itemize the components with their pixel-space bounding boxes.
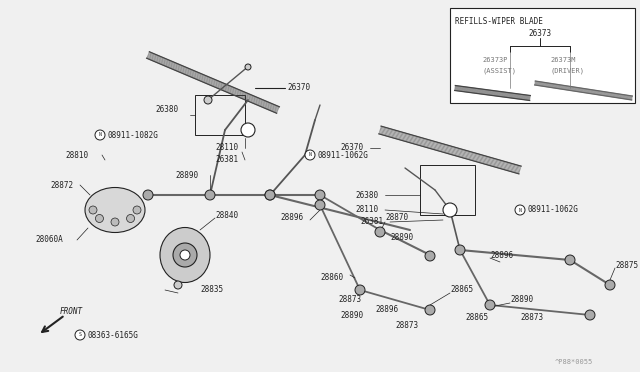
Text: 28840: 28840 (215, 211, 238, 219)
Circle shape (355, 285, 365, 295)
Circle shape (75, 330, 85, 340)
Text: 08911-1062G: 08911-1062G (527, 205, 578, 215)
Text: 28060A: 28060A (35, 235, 63, 244)
Circle shape (485, 300, 495, 310)
Text: 28865: 28865 (465, 314, 488, 323)
Text: N: N (99, 132, 101, 138)
Circle shape (315, 200, 325, 210)
Text: 26381: 26381 (215, 155, 238, 164)
Circle shape (174, 281, 182, 289)
Text: 28110: 28110 (215, 144, 238, 153)
Text: N: N (308, 153, 312, 157)
Text: 28865: 28865 (450, 285, 473, 295)
Text: 26380: 26380 (155, 106, 178, 115)
Circle shape (127, 215, 134, 222)
Circle shape (515, 205, 525, 215)
Circle shape (443, 203, 457, 217)
Text: (ASSIST): (ASSIST) (482, 68, 516, 74)
Circle shape (375, 227, 385, 237)
Text: 26370: 26370 (340, 144, 363, 153)
Text: 28873: 28873 (395, 321, 418, 330)
Ellipse shape (85, 187, 145, 232)
Text: REFILLS-WIPER BLADE: REFILLS-WIPER BLADE (455, 17, 543, 26)
Text: 28896: 28896 (280, 214, 303, 222)
Circle shape (565, 255, 575, 265)
Text: ^P88*0055: ^P88*0055 (555, 359, 593, 365)
Text: 08911-1082G: 08911-1082G (107, 131, 158, 140)
Text: 28890: 28890 (340, 311, 363, 321)
Circle shape (89, 206, 97, 214)
Text: 26373M: 26373M (550, 57, 575, 63)
Bar (450, 8, 635, 103)
Circle shape (205, 190, 215, 200)
Circle shape (425, 305, 435, 315)
Text: 28896: 28896 (490, 250, 513, 260)
Text: 08911-1062G: 08911-1062G (317, 151, 368, 160)
Circle shape (315, 190, 325, 200)
Text: 28810: 28810 (65, 151, 88, 160)
Circle shape (605, 280, 615, 290)
Circle shape (95, 130, 105, 140)
Text: 28873: 28873 (338, 295, 361, 305)
Ellipse shape (160, 228, 210, 282)
Text: 26370: 26370 (287, 83, 310, 93)
Circle shape (305, 150, 315, 160)
Circle shape (95, 215, 104, 222)
Text: 26380: 26380 (355, 190, 378, 199)
Text: 28873: 28873 (520, 314, 543, 323)
Circle shape (173, 243, 197, 267)
Circle shape (241, 123, 255, 137)
Text: 28872: 28872 (50, 180, 73, 189)
Text: 26373: 26373 (529, 29, 552, 38)
Text: N: N (518, 208, 522, 212)
Text: 28860: 28860 (320, 273, 343, 282)
Bar (420, 165, 475, 215)
Circle shape (133, 206, 141, 214)
Text: 28875: 28875 (615, 260, 638, 269)
Circle shape (265, 190, 275, 200)
Text: 28890: 28890 (390, 234, 413, 243)
Circle shape (143, 190, 153, 200)
Circle shape (425, 251, 435, 261)
Circle shape (455, 245, 465, 255)
Text: (DRIVER): (DRIVER) (550, 68, 584, 74)
Circle shape (245, 64, 251, 70)
Text: 08363-6165G: 08363-6165G (87, 330, 138, 340)
Bar (195, 95, 245, 135)
Text: FRONT: FRONT (60, 308, 83, 317)
Text: 26381: 26381 (360, 218, 383, 227)
Circle shape (265, 190, 275, 200)
Circle shape (180, 250, 190, 260)
Text: 28870: 28870 (385, 214, 408, 222)
Text: 28835: 28835 (200, 285, 223, 295)
Text: 28896: 28896 (375, 305, 398, 314)
Text: 28110: 28110 (355, 205, 378, 215)
Circle shape (111, 218, 119, 226)
Circle shape (204, 96, 212, 104)
Text: 28890: 28890 (175, 170, 198, 180)
Text: 26373P: 26373P (482, 57, 508, 63)
Text: S: S (79, 333, 81, 337)
Circle shape (585, 310, 595, 320)
Text: 28890: 28890 (510, 295, 533, 305)
